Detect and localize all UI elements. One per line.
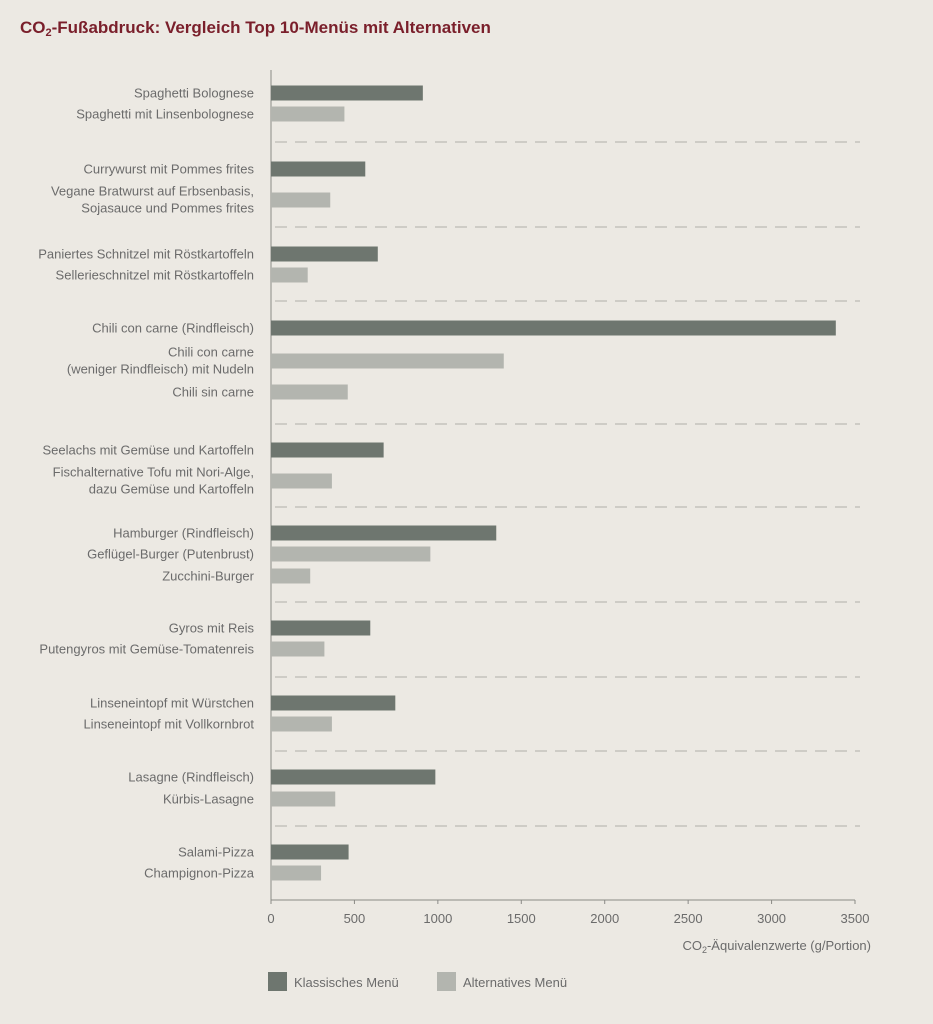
bar-classic: [271, 320, 836, 336]
bar-alternative: [271, 865, 322, 881]
x-axis-title: CO2-Äquivalenzwerte (g/Portion): [682, 938, 871, 955]
category-label: Salami-Pizza: [178, 845, 255, 860]
category-label: Sellerieschnitzel mit Röstkartoffeln: [56, 268, 254, 283]
bar-alternative: [271, 791, 336, 807]
bar-classic: [271, 695, 396, 711]
x-tick-label: 2500: [674, 911, 703, 926]
bar-alternative: [271, 353, 504, 369]
bar-classic: [271, 525, 497, 541]
bar-alternative: [271, 716, 332, 732]
category-label: Spaghetti mit Linsenbolognese: [76, 107, 254, 122]
category-label: Linseneintopf mit Würstchen: [90, 696, 254, 711]
legend-label-alternative: Alternatives Menü: [463, 975, 567, 990]
x-tick-label: 500: [344, 911, 366, 926]
x-tick-label: 1000: [423, 911, 452, 926]
legend-swatch-alternative: [437, 972, 456, 991]
title-prefix: CO: [20, 18, 46, 37]
x-tick-label: 2000: [590, 911, 619, 926]
bar-classic: [271, 442, 384, 458]
category-label: Linseneintopf mit Vollkornbrot: [83, 717, 254, 732]
chart-title: CO2-Fußabdruck: Vergleich Top 10-Menüs m…: [20, 18, 491, 39]
x-tick-label: 0: [267, 911, 274, 926]
bar-classic: [271, 769, 436, 785]
category-label: Geflügel-Burger (Putenbrust): [87, 547, 254, 562]
category-label: Chili sin carne: [172, 385, 254, 400]
category-label: Putengyros mit Gemüse-Tomatenreis: [39, 642, 254, 657]
category-label: Spaghetti Bolognese: [134, 86, 254, 101]
category-label: Gyros mit Reis: [169, 621, 255, 636]
x-tick-label: 3500: [841, 911, 870, 926]
bar-alternative: [271, 384, 348, 400]
category-label: Paniertes Schnitzel mit Röstkartoffeln: [38, 247, 254, 262]
category-label: Chili con carne (Rindfleisch): [92, 321, 254, 336]
category-label: Zucchini-Burger: [162, 569, 254, 584]
x-tick-label: 3000: [757, 911, 786, 926]
bar-alternative: [271, 641, 325, 657]
category-label: Vegane Bratwurst auf Erbsenbasis,: [51, 184, 254, 199]
category-label: Fischalternative Tofu mit Nori-Alge,: [53, 465, 254, 480]
bar-classic: [271, 246, 378, 262]
category-label: (weniger Rindfleisch) mit Nudeln: [67, 362, 254, 377]
bar-alternative: [271, 568, 311, 584]
bar-alternative: [271, 473, 332, 489]
legend-swatch-classic: [268, 972, 287, 991]
bar-classic: [271, 161, 366, 177]
category-label: Hamburger (Rindfleisch): [113, 526, 254, 541]
bar-classic: [271, 620, 371, 636]
title-suffix: -Fußabdruck: Vergleich Top 10-Menüs mit …: [51, 18, 491, 37]
category-label: Currywurst mit Pommes frites: [84, 162, 255, 177]
category-label: Chili con carne: [168, 345, 254, 360]
bar-classic: [271, 85, 423, 101]
bar-classic: [271, 844, 349, 860]
category-label: Lasagne (Rindfleisch): [128, 770, 254, 785]
category-label: Sojasauce und Pommes frites: [81, 201, 254, 216]
category-label: dazu Gemüse und Kartoffeln: [89, 482, 254, 497]
category-label: Seelachs mit Gemüse und Kartoffeln: [43, 443, 255, 458]
bar-alternative: [271, 267, 308, 283]
category-label: Champignon-Pizza: [144, 866, 255, 881]
x-tick-label: 1500: [507, 911, 536, 926]
bar-alternative: [271, 546, 431, 562]
category-label: Kürbis-Lasagne: [163, 792, 254, 807]
bar-alternative: [271, 106, 345, 122]
legend-label-classic: Klassisches Menü: [294, 975, 399, 990]
bar-alternative: [271, 192, 331, 208]
title-subscript: 2: [45, 27, 52, 39]
